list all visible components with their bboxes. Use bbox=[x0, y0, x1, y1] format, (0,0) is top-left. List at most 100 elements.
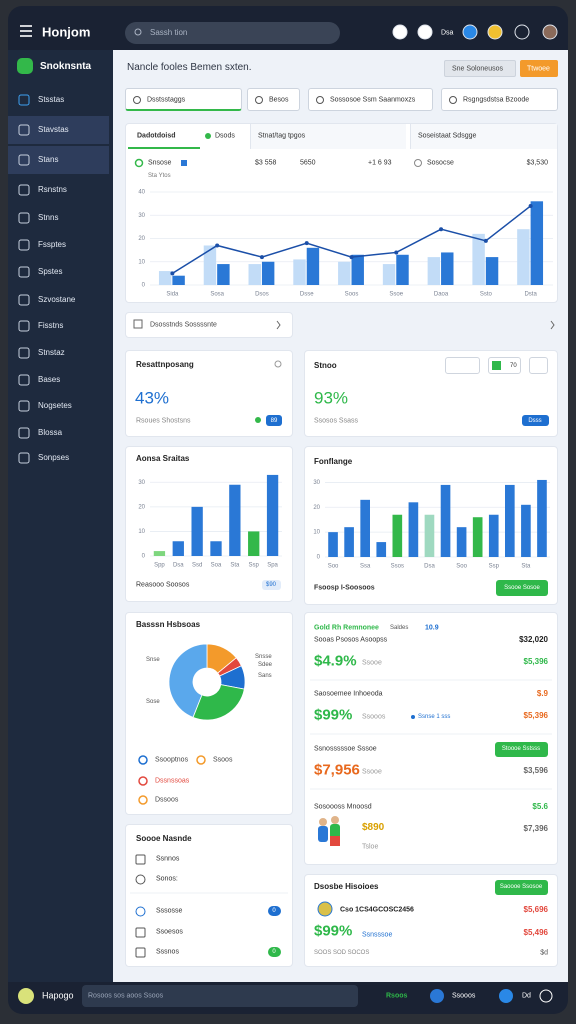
tab[interactable]: Soseistaat Sdsgge bbox=[418, 132, 477, 140]
filter[interactable] bbox=[247, 88, 300, 111]
primary-button[interactable] bbox=[520, 60, 558, 77]
bar bbox=[530, 201, 544, 285]
action-button[interactable] bbox=[495, 880, 548, 895]
nav-icon bbox=[18, 184, 30, 196]
dropdown[interactable] bbox=[445, 357, 480, 374]
filter-label[interactable]: Rsgngsdstsa Bzoode bbox=[463, 96, 530, 104]
nav-item[interactable]: Szvostane bbox=[38, 295, 76, 304]
status-user: Ssooos bbox=[452, 992, 476, 1000]
invoice-amount: $5,696 bbox=[523, 905, 548, 914]
filter-label[interactable]: Sossosoe Ssm Saanmoxzs bbox=[330, 96, 416, 104]
y-tick-label: 20 bbox=[138, 236, 145, 242]
task-item[interactable]: Sonos: bbox=[156, 875, 178, 883]
row-value: $99% bbox=[314, 706, 353, 724]
link-card[interactable] bbox=[125, 312, 293, 338]
kpi-title: Stnoo bbox=[314, 361, 337, 370]
filter-icon bbox=[316, 96, 324, 104]
legend-ring bbox=[414, 159, 422, 167]
legend-marker bbox=[138, 776, 148, 786]
y-tick-label: 0 bbox=[142, 554, 146, 560]
nav-item[interactable]: Rsnstns bbox=[38, 185, 67, 194]
action-button-label[interactable]: Ssooe Sosoe bbox=[504, 585, 540, 591]
nav-item[interactable]: Stans bbox=[38, 155, 59, 164]
card bbox=[125, 350, 293, 437]
legend-entry: Ssooptnos bbox=[155, 756, 189, 764]
secondary-button[interactable] bbox=[444, 60, 516, 77]
status-input[interactable] bbox=[82, 985, 358, 1007]
link-label[interactable]: Dsosstnds Sossssnte bbox=[150, 321, 217, 329]
row-top: $5.6 bbox=[532, 802, 548, 811]
nav-item[interactable]: Sonpses bbox=[38, 453, 70, 462]
x-tick-label: Ssa bbox=[360, 564, 371, 570]
figure bbox=[330, 836, 340, 846]
tab[interactable]: Dadotdoisd bbox=[137, 132, 176, 140]
x-tick-label: Ssp bbox=[249, 563, 260, 569]
bar bbox=[172, 275, 185, 285]
legend-marker bbox=[138, 795, 148, 805]
bar bbox=[338, 261, 351, 285]
filter[interactable] bbox=[125, 88, 242, 111]
row-button[interactable] bbox=[495, 742, 548, 757]
action-button-label[interactable]: Saoooe Ssosoe bbox=[499, 884, 543, 890]
nav-item[interactable]: Fisstns bbox=[38, 321, 64, 330]
task-item[interactable]: Sssnos bbox=[156, 948, 179, 956]
nav-icon bbox=[18, 452, 30, 464]
figure bbox=[331, 816, 339, 824]
line-point bbox=[439, 227, 444, 232]
badge bbox=[268, 906, 281, 916]
sidebar bbox=[8, 50, 113, 982]
task-item[interactable]: Sssosse bbox=[156, 907, 183, 915]
nav-item[interactable]: Stavstas bbox=[38, 125, 69, 134]
filter-label[interactable]: Besos bbox=[269, 96, 289, 104]
status-action[interactable]: Dd bbox=[522, 992, 531, 1000]
legend-entry: Sta Ytos bbox=[148, 173, 171, 179]
x-tick-label: Ssp bbox=[489, 564, 500, 570]
search-box[interactable] bbox=[125, 22, 340, 44]
legend-entry: Ssoos bbox=[213, 756, 233, 764]
nav-item[interactable]: Stnstaz bbox=[38, 348, 65, 357]
filter[interactable] bbox=[441, 88, 558, 111]
y-tick-label: 20 bbox=[313, 505, 320, 511]
nav-item[interactable]: Nogsetes bbox=[38, 401, 72, 410]
top-icon bbox=[487, 24, 503, 40]
stat-value: 5650 bbox=[300, 159, 316, 167]
bar bbox=[217, 264, 230, 285]
nav-item[interactable]: Stsstas bbox=[38, 95, 65, 104]
chip-icon bbox=[492, 361, 501, 370]
filter[interactable] bbox=[308, 88, 433, 111]
secondary-button-label[interactable]: Sne Soloneusos bbox=[452, 65, 503, 73]
search-placeholder[interactable]: Sassh tion bbox=[150, 28, 188, 37]
info-icon bbox=[274, 360, 282, 368]
icon-button[interactable] bbox=[529, 357, 548, 374]
legend-swatch bbox=[181, 160, 187, 166]
bar bbox=[427, 257, 441, 285]
y-tick-label: 20 bbox=[138, 504, 145, 510]
nav-item[interactable]: Spstes bbox=[38, 267, 63, 276]
task-item[interactable]: Ssnnos bbox=[156, 855, 180, 863]
nav-item[interactable]: Fssptes bbox=[38, 240, 67, 249]
row-top: $32,020 bbox=[519, 635, 548, 644]
tab[interactable]: Dsods bbox=[215, 132, 235, 140]
status-icon bbox=[499, 989, 513, 1003]
line-point bbox=[215, 243, 220, 248]
nav-icon bbox=[18, 400, 30, 412]
chip-dot bbox=[411, 715, 415, 719]
nav-item[interactable]: Blossa bbox=[38, 428, 63, 437]
active-item-bg bbox=[8, 116, 109, 144]
nav-item[interactable]: Bases bbox=[38, 375, 61, 384]
filter-label[interactable]: Dsstsstaggs bbox=[147, 96, 186, 104]
nav-item[interactable]: Stnns bbox=[38, 213, 59, 222]
bar bbox=[229, 484, 241, 556]
row-button-label[interactable]: Stoooe Sstsss bbox=[501, 746, 541, 752]
row-top: $.9 bbox=[536, 689, 548, 698]
bar bbox=[248, 264, 261, 285]
primary-button-label[interactable]: Ttwoee bbox=[527, 65, 550, 73]
task-item[interactable]: Ssoesos bbox=[156, 928, 183, 936]
chip-label: 70 bbox=[510, 363, 517, 369]
tab[interactable]: Stnat/tag tpgos bbox=[258, 132, 306, 140]
x-tick-label: Soa bbox=[211, 563, 222, 569]
action-button[interactable] bbox=[496, 580, 548, 596]
invoice-amount: $5,496 bbox=[523, 928, 548, 937]
